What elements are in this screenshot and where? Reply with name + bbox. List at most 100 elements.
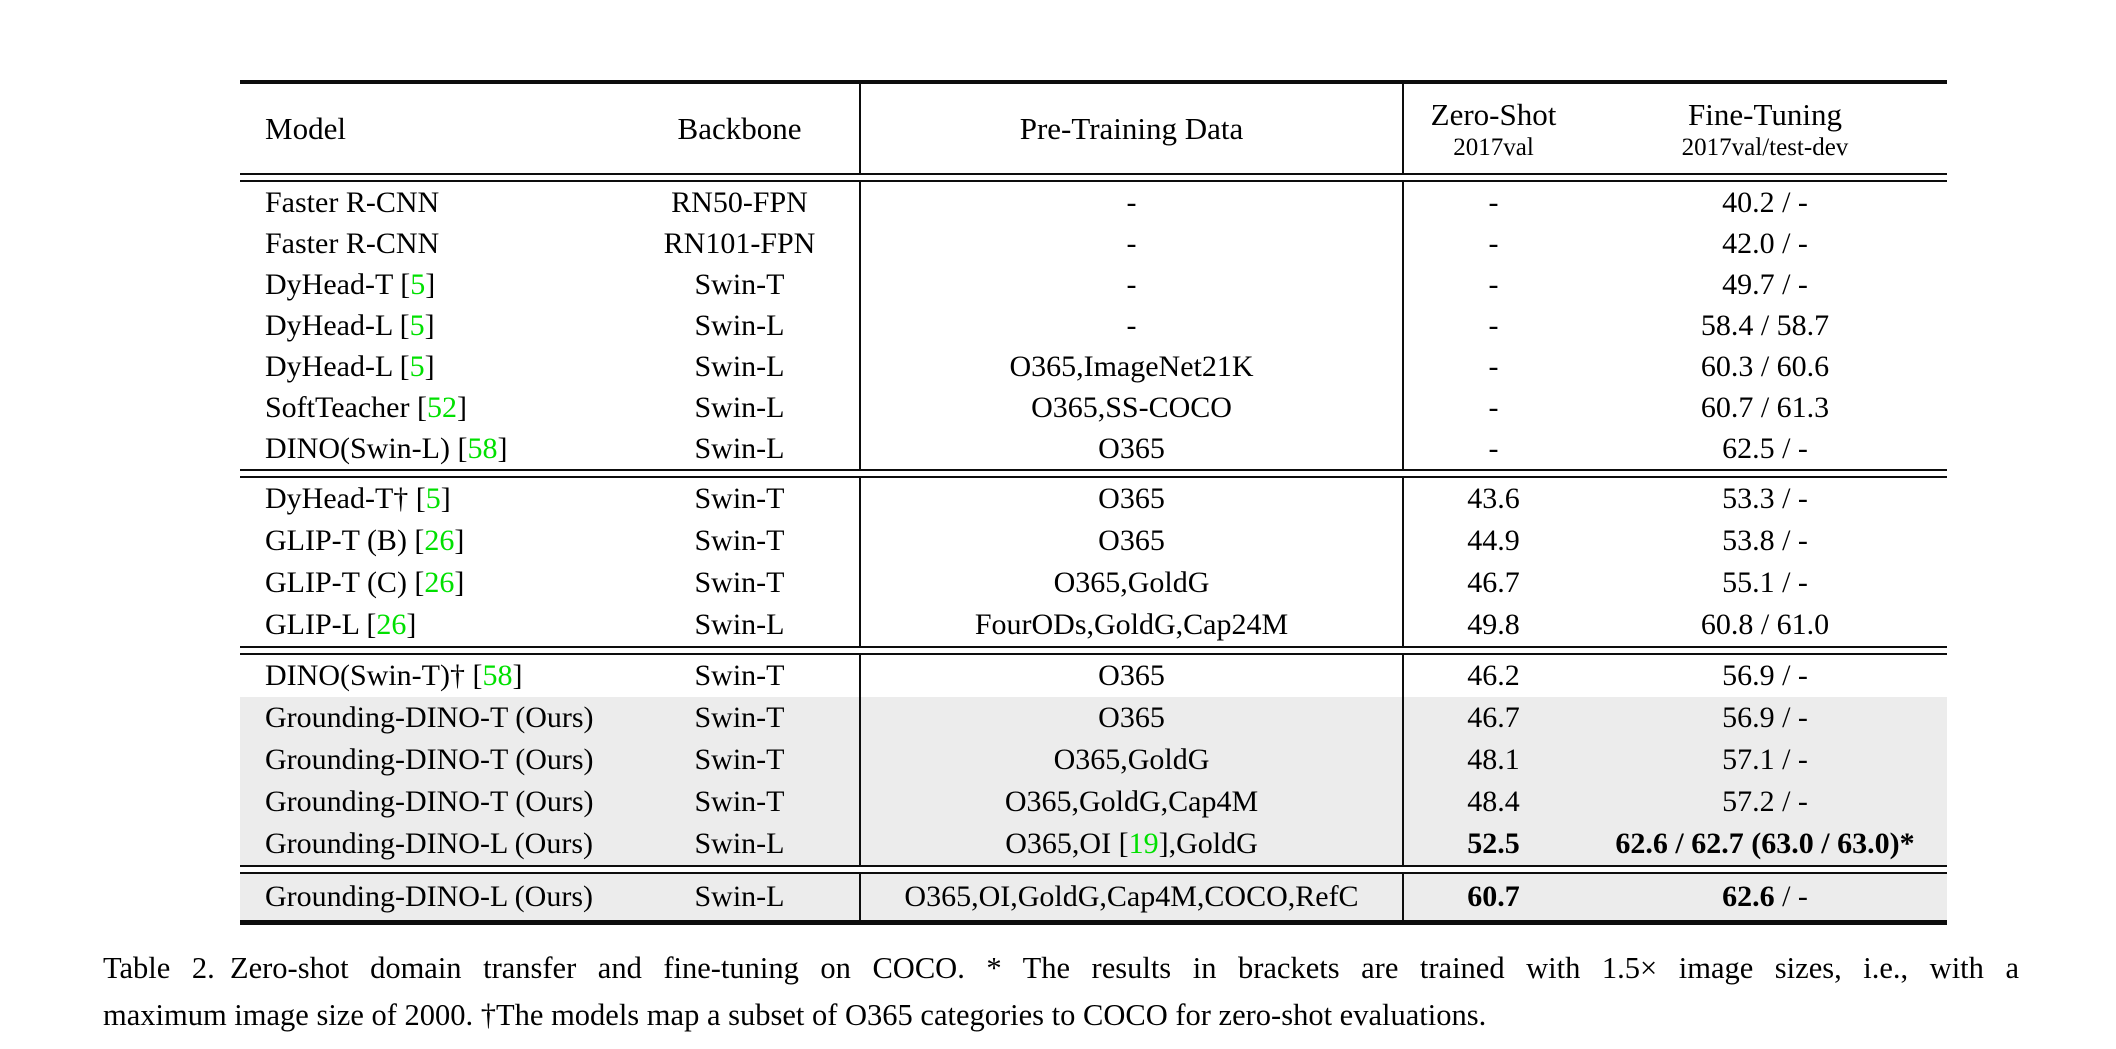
zero-shot-number: - [1488,185,1499,219]
pretraining-data-cell: - [861,182,1404,223]
zero-shot-number: 43.6 [1467,482,1520,515]
pretraining-data-cell: - [861,264,1404,305]
zero-shot-value: 46.7 [1404,697,1583,739]
pretraining-data-cell-label: O365 [1098,524,1165,557]
section-separator [240,646,1947,655]
citation-link[interactable]: 26 [424,524,455,557]
column-header-backbone: Backbone [620,84,861,173]
backbone-cell: Swin-T [620,562,861,604]
model-cell-label: DyHead-L [ [265,349,410,383]
zero-shot-value: 43.6 [1404,478,1583,520]
zero-shot-value: - [1404,346,1583,387]
model-cell-label: ] [497,431,508,465]
table-row: Grounding-DINO-T (Ours) Swin-T O365,GoldG,… [240,781,1947,823]
model-cell-label: ] [425,267,436,301]
fine-tuning-value: 53.8 / - [1583,520,1947,562]
table-row: Grounding-DINO-T (Ours) Swin-T O365,GoldG 4… [240,739,1947,781]
pretraining-data-cell-label: - [1126,185,1137,219]
citation-link[interactable]: 19 [1128,827,1159,860]
backbone-label: Swin-L [694,349,785,383]
zero-shot-value: - [1404,387,1583,428]
zero-shot-value: - [1404,223,1583,264]
fine-tuning-number: 57.1 / - [1722,743,1808,776]
pretraining-data-cell-text: - [1127,227,1137,261]
model-cell-text: DyHead-L [5] [265,309,435,343]
citation-link[interactable]: 52 [426,390,457,424]
backbone-cell: Swin-L [620,387,861,428]
fine-tuning-value: 62.6 / 62.7 (63.0 / 63.0)* [1583,823,1947,865]
backbone-label: Swin-L [694,431,785,465]
backbone-label: Swin-T [694,701,785,734]
backbone-cell: Swin-L [620,346,861,387]
pretraining-data-cell: O365,GoldG [861,739,1404,781]
table-row: Grounding-DINO-L (Ours) Swin-L O365,OI [19… [240,823,1947,865]
pretraining-data-cell: O365,SS-COCO [861,387,1404,428]
fine-tuning-number: 40.2 / - [1722,185,1808,219]
pretraining-data-cell: - [861,305,1404,346]
table-caption: Table 2. Zero-shot domain transfer and f… [103,945,2019,1039]
fine-tuning-bold-number: 62.6 [1722,880,1775,913]
citation-link[interactable]: 58 [467,431,498,465]
model-cell-label: SoftTeacher [ [265,390,427,424]
pretraining-data-cell: O365,OI,GoldG,Cap4M,COCO,RefC [861,874,1404,920]
citation-link[interactable]: 5 [409,349,425,383]
model-cell-text: Faster R-CNN [265,227,439,261]
citation-link[interactable]: 5 [410,267,426,301]
model-cell-text: Grounding-DINO-L (Ours) [265,827,593,861]
backbone-label: RN101-FPN [663,226,816,260]
pretraining-data-cell-label: O365 [1098,431,1165,465]
fine-tuning-value: 56.9 / - [1583,697,1947,739]
backbone-label: Swin-T [694,566,785,599]
table-row: SoftTeacher [52] Swin-L O365,SS-COCO - 60.7 … [240,387,1947,428]
backbone-label: Swin-L [694,608,785,641]
pretraining-data-cell-label: - [1126,226,1137,260]
fine-tuning-value: 58.4 / 58.7 [1583,305,1947,346]
header-separator [240,173,1947,182]
pretraining-data-cell-text: - [1127,309,1137,343]
model-cell-label: ] [406,608,417,641]
citation-link[interactable]: 26 [376,608,407,641]
fine-tuning-value: 53.3 / - [1583,478,1947,520]
pretraining-data-cell: O365 [861,478,1404,520]
pretraining-data-cell: O365,GoldG,Cap4M [861,781,1404,823]
fine-tuning-value: 57.1 / - [1583,739,1947,781]
backbone-label: Swin-T [694,524,785,557]
fine-tuning-value: 40.2 / - [1583,182,1947,223]
model-cell-text: GLIP-L [26] [265,608,416,642]
citation-link[interactable]: 26 [424,566,455,599]
pretraining-data-cell-text: FourODs,GoldG,Cap24M [975,608,1288,642]
citation-link[interactable]: 5 [409,308,425,342]
zero-shot-number: - [1488,226,1499,260]
model-cell: DyHead-L [5] [240,305,620,346]
table-row: GLIP-T (B) [26] Swin-T O365 44.9 53.8 / - [240,520,1947,562]
zero-shot-value: 46.2 [1404,655,1583,697]
pretraining-data-cell-label: - [1126,308,1137,342]
pretraining-data-cell-text: O365,ImageNet21K [1009,350,1253,384]
model-cell-text: DINO(Swin-T)† [58] [265,659,522,693]
pretraining-data-cell-label: O365,GoldG,Cap4M [1004,785,1259,818]
table-header-row: Model Backbone Pre-Training Data Zero-Sh… [240,84,1947,173]
model-cell-text: DyHead-T [5] [265,268,435,302]
model-cell-text: DINO(Swin-L) [58] [265,432,507,466]
table-row: Faster R-CNN RN50-FPN - - 40.2 / - [240,182,1947,223]
backbone-label: Swin-T [694,743,785,776]
pretraining-data-cell: O365 [861,697,1404,739]
fine-tuning-value: 57.2 / - [1583,781,1947,823]
zero-shot-value: - [1404,305,1583,346]
fine-tuning-number: 60.3 / 60.6 [1700,349,1830,383]
pretraining-data-cell: O365,OI [19],GoldG [861,823,1404,865]
zero-shot-number: 60.7 [1467,880,1520,913]
zero-shot-number: - [1488,267,1499,301]
citation-link[interactable]: 58 [482,659,513,692]
fine-tuning-text: 62.6 / 62.7 (63.0 / 63.0)* [1615,827,1914,861]
pretraining-data-cell-label: O365 [1098,701,1165,734]
table-row: GLIP-T (C) [26] Swin-T O365,GoldG 46.7 55.1 … [240,562,1947,604]
citation-link[interactable]: 5 [425,482,441,515]
zero-shot-value: - [1404,182,1583,223]
model-cell: Grounding-DINO-T (Ours) [240,739,620,781]
model-cell: Faster R-CNN [240,223,620,264]
backbone-label: Swin-T [694,659,785,692]
table-top-rule [240,80,1947,84]
pretraining-data-cell-text: O365 [1098,659,1165,693]
fine-tuning-text: 42.0 / - [1722,227,1808,261]
